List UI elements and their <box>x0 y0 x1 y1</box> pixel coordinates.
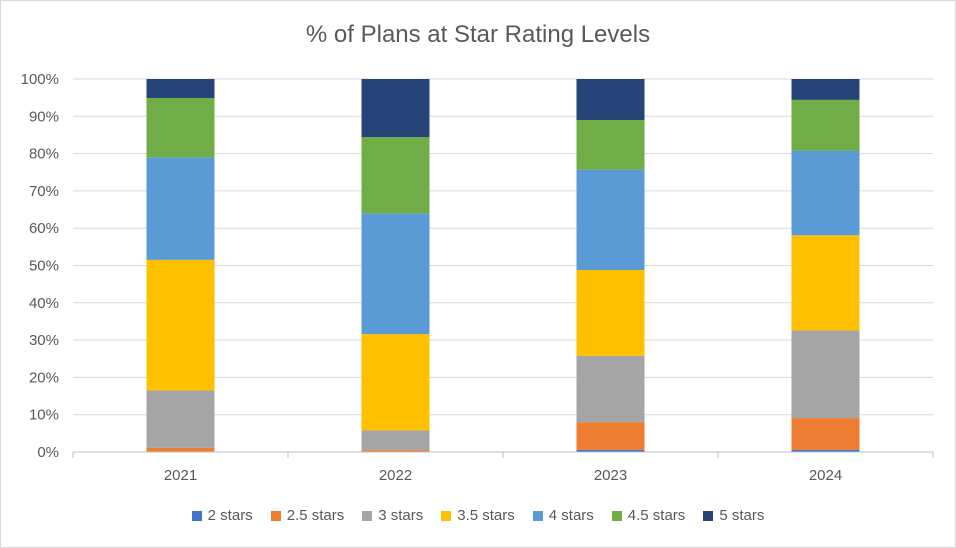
bar-segment <box>576 449 645 452</box>
y-tick-label: 90% <box>29 108 59 125</box>
legend-swatch <box>703 510 714 521</box>
x-tick-label: 2022 <box>379 467 412 484</box>
bar-segment <box>361 334 430 431</box>
bar-segment <box>361 79 430 138</box>
legend-swatch <box>532 510 543 521</box>
bar-segment <box>576 422 645 450</box>
axes: 0% 10% 20% 30% 40% 50% 60% 70% 80% 90% 100% 2021 202… <box>21 71 934 484</box>
legend-item: 4.5 stars <box>611 507 686 524</box>
legend-swatch <box>362 510 373 521</box>
legend-item: 2.5 stars <box>270 507 345 524</box>
x-tick-label: 2021 <box>164 467 197 484</box>
bar-segment <box>146 157 215 260</box>
bar-segment <box>791 79 860 100</box>
y-tick-label: 80% <box>29 146 59 163</box>
bar-segment <box>146 79 215 99</box>
bar-segment <box>146 390 215 448</box>
bars <box>146 79 860 452</box>
bar-segment <box>791 150 860 236</box>
legend-label: 5 stars <box>719 507 765 524</box>
y-tick-label: 60% <box>29 220 59 237</box>
y-tick-label: 0% <box>37 444 59 461</box>
bar-segment <box>791 235 860 331</box>
y-tick-label: 30% <box>29 332 59 349</box>
bar-segment <box>146 259 215 391</box>
legend-label: 2.5 stars <box>286 507 345 524</box>
y-tick-label: 40% <box>29 295 59 312</box>
bar-segment <box>576 79 645 121</box>
legend-swatch <box>611 510 622 521</box>
legend-label: 3 stars <box>378 507 424 524</box>
bar-segment <box>791 99 860 151</box>
bar-segment <box>791 449 860 452</box>
legend-swatch <box>191 510 202 521</box>
bar-segment <box>576 269 645 356</box>
bar-segment <box>361 213 430 335</box>
y-tick-label: 20% <box>29 369 59 386</box>
legend-item: 3 stars <box>362 507 423 524</box>
x-tick-label: 2024 <box>809 467 842 484</box>
chart-title: % of Plans at Star Rating Levels <box>305 21 651 48</box>
legend-swatch <box>270 510 281 521</box>
gridlines <box>73 78 933 416</box>
x-tick-label: 2023 <box>594 467 627 484</box>
bar-segment <box>361 450 430 452</box>
bar-segment <box>361 137 430 214</box>
bar-segment <box>576 120 645 170</box>
legend-item: 5 stars <box>703 507 764 524</box>
legend-label: 4.5 stars <box>627 507 686 524</box>
bar-segment <box>146 447 215 452</box>
legend-label: 3.5 stars <box>457 507 515 524</box>
y-tick-label: 50% <box>29 258 59 275</box>
legend: 2 stars 2.5 stars 3 stars 3.5 stars 4 stars 4… <box>1 507 955 524</box>
bar-segment <box>791 418 860 450</box>
legend-item: 3.5 stars <box>441 507 515 524</box>
legend-swatch <box>441 510 452 521</box>
y-tick-label: 10% <box>29 407 59 424</box>
bar-segment <box>146 98 215 158</box>
legend-item: 4 stars <box>532 507 594 524</box>
legend-label: 4 stars <box>548 507 594 524</box>
legend-item: 2 stars <box>191 507 253 524</box>
legend-label: 2 stars <box>207 507 253 524</box>
bar-segment <box>576 355 645 423</box>
y-tick-label: 70% <box>29 183 59 200</box>
bar-segment <box>576 169 645 270</box>
y-tick-label: 100% <box>21 71 59 88</box>
bar-segment <box>791 330 860 419</box>
bar-segment <box>361 430 430 451</box>
